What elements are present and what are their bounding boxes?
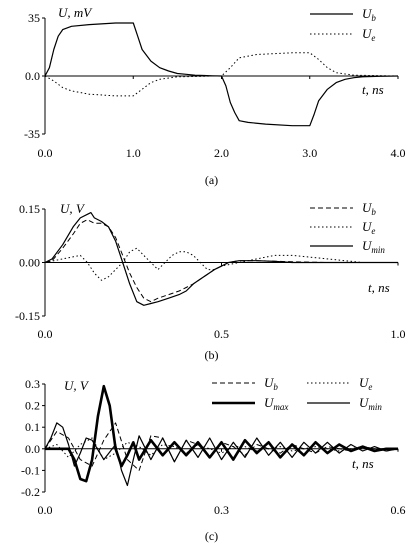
legend-label-main: U <box>362 6 373 21</box>
legend-label-main: U <box>264 375 275 390</box>
x-tick-label: 0.6 <box>391 503 406 517</box>
legend-label-main: U <box>264 395 275 410</box>
x-tick-label: 0.0 <box>38 327 53 341</box>
legend-label-main: U <box>362 238 373 253</box>
x-tick-label: 0.0 <box>38 146 53 160</box>
legend-label: Ub <box>264 375 278 392</box>
y-tick-label: 0.3 <box>25 377 40 391</box>
y-tick-label: -0.1 <box>21 463 40 477</box>
series-line-b <box>44 219 398 303</box>
y-tick-label: -35 <box>24 127 40 141</box>
legend-label-sub: e <box>371 226 375 236</box>
y-tick-label: 0.0 <box>25 442 40 456</box>
legend-label: Ub <box>362 6 376 23</box>
y-tick-label: 0.15 <box>19 202 40 216</box>
legend-label: Umin <box>359 395 382 412</box>
legend-label-sub: min <box>368 402 382 412</box>
series-line-min <box>44 422 399 487</box>
legend-label-sub: e <box>368 382 372 392</box>
legend-label-sub: b <box>371 13 376 23</box>
legend-label: Ub <box>362 200 376 217</box>
legend-label-sub: min <box>371 245 385 255</box>
x-tick-label: 0.5 <box>214 327 229 341</box>
x-tick-label: 0.3 <box>214 503 229 517</box>
chart-panel-2: 0.150.00-0.150.0 0.5 1.0U, Vt, nsUbUeUmin(… <box>15 200 406 362</box>
legend-label-main: U <box>362 200 373 215</box>
x-axis-label: t, ns <box>352 456 374 471</box>
x-axis-label: t, ns <box>368 280 390 295</box>
panel-caption: (b) <box>205 348 219 362</box>
legend-label-main: U <box>359 375 370 390</box>
panel-caption: (a) <box>205 173 218 187</box>
series-line-e <box>44 247 398 281</box>
y-tick-label: 0.0 <box>25 69 40 83</box>
y-tick-label: 0.1 <box>25 420 40 434</box>
x-tick-label: 0.0 <box>38 503 53 517</box>
legend-label: Umin <box>362 238 385 255</box>
x-tick-label: 4.0 <box>391 146 406 160</box>
x-tick-label: 2.0 <box>214 146 229 160</box>
legend-label-main: U <box>362 26 373 41</box>
y-tick-label: -0.15 <box>15 309 40 323</box>
x-tick-label: 1.0 <box>391 327 406 341</box>
x-tick-label: 3.0 <box>302 146 317 160</box>
y-tick-label: -0.2 <box>21 485 40 499</box>
legend-label: Ue <box>362 219 375 236</box>
legend-label-sub: b <box>371 207 376 217</box>
legend-label: Ue <box>362 26 375 43</box>
y-tick-label: 35 <box>28 11 40 25</box>
legend-label-main: U <box>359 395 370 410</box>
series-line-min <box>44 212 398 306</box>
legend-label-main: U <box>362 219 373 234</box>
series-line-max <box>45 384 398 483</box>
y-tick-label: 0.2 <box>25 399 40 413</box>
y-axis-label: U, mV <box>58 5 93 20</box>
legend-label-sub: max <box>273 402 288 412</box>
series-line-b <box>44 422 399 471</box>
x-tick-label: 1.0 <box>126 146 141 160</box>
series-line-e <box>44 52 399 97</box>
legend-label: Ue <box>359 375 372 392</box>
chart-panel-3: 0.3 0.2 0.1 0.0 -0.1 -0.2 0.0 0.3 0.6 U, V t, ns Ub… <box>21 375 406 543</box>
y-axis-label: U, V <box>60 201 86 216</box>
y-axis-label: U, V <box>64 378 90 393</box>
legend-label-sub: e <box>371 33 375 43</box>
y-tick-label: 0.00 <box>19 256 40 270</box>
legend-label-sub: b <box>273 382 278 392</box>
panel-caption: (c) <box>205 529 218 543</box>
x-axis-label: t, ns <box>362 82 384 97</box>
legend-label: Umax <box>264 395 288 412</box>
